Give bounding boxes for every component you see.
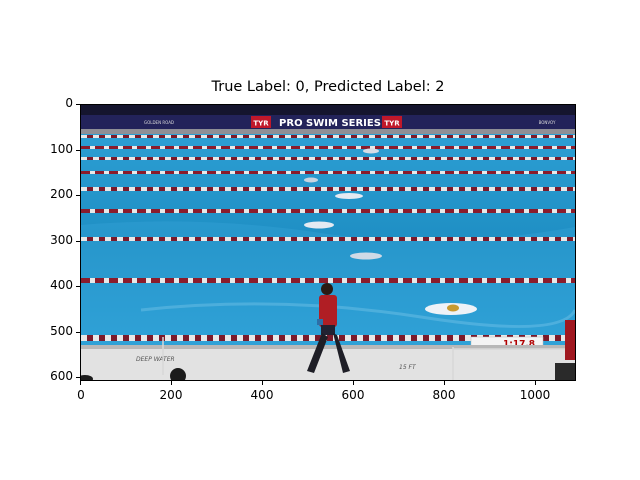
x-tick-label: 0 (77, 388, 85, 402)
figure-title: True Label: 0, Predicted Label: 2 (211, 79, 445, 95)
person-edge-right (565, 320, 575, 360)
y-tick-mark-200 (76, 195, 80, 196)
swimmer-cap (447, 304, 459, 312)
lane-rope-4 (81, 171, 575, 174)
official-figure (307, 283, 350, 373)
y-tick-label: 100 (50, 142, 73, 156)
tyr-logo-right (382, 116, 402, 128)
lane-rope-7 (81, 237, 575, 241)
spectator-head (170, 368, 186, 380)
lane-rope-1 (81, 135, 575, 138)
water-ripple (140, 302, 575, 328)
x-tick-mark-0 (80, 381, 81, 385)
lane-rope-3 (81, 157, 575, 160)
x-tick-label: 1000 (519, 388, 551, 402)
y-tick-mark-400 (76, 286, 80, 287)
swimmer-lane-4 (304, 221, 334, 229)
swimmer-lane-2 (304, 177, 318, 183)
pool-edge (81, 345, 575, 349)
y-tick-label: 0 (65, 96, 73, 110)
lane-rope-9 (81, 335, 575, 341)
sponsor-left: GOLDEN ROAD (144, 120, 174, 125)
x-tick-label: 400 (250, 388, 274, 402)
y-tick-mark-100 (76, 150, 80, 151)
x-tick-label: 800 (432, 388, 456, 402)
x-tick-label: 200 (159, 388, 183, 402)
x-tick-mark-600 (353, 381, 354, 385)
swimmer-lane-1 (363, 148, 379, 154)
y-tick-mark-500 (76, 332, 80, 333)
deck-marking-right: 15 FT (399, 364, 417, 371)
sponsor-right: BONVOY (539, 120, 556, 125)
y-tick-label: 300 (50, 233, 73, 247)
race-clock: 1:17.8 (503, 340, 535, 350)
pool-wall (81, 129, 575, 134)
person-legs-right (555, 363, 575, 380)
tyr-brand-left: TYR (253, 120, 269, 128)
swimmer-lane-3 (335, 193, 363, 199)
x-tick-mark-200 (171, 381, 172, 385)
x-tick-mark-400 (262, 381, 263, 385)
y-tick-label: 400 (50, 278, 73, 292)
lane-rope-2 (81, 146, 575, 149)
y-tick-mark-0 (76, 104, 80, 105)
x-tick-label: 600 (341, 388, 365, 402)
banner-text: PRO SWIM SERIES (279, 118, 381, 129)
y-tick-label: 600 (50, 369, 73, 383)
tyr-logo-left (251, 116, 271, 128)
sponsor-banner (81, 115, 575, 129)
tyr-brand-right: TYR (384, 120, 400, 128)
y-tick-mark-300 (76, 241, 80, 242)
x-tick-mark-800 (444, 381, 445, 385)
lane-rope-8 (81, 278, 575, 283)
lane-rope-5 (81, 187, 575, 191)
lane-rope-6 (81, 209, 575, 213)
spectator-corner (81, 375, 93, 380)
pool-image: TYR PRO SWIM SERIES TYR GOLDEN ROAD BONV… (81, 105, 575, 380)
y-tick-label: 500 (50, 324, 73, 338)
swimmer-lane-5 (350, 252, 382, 260)
y-tick-mark-600 (76, 377, 80, 378)
x-tick-mark-1000 (535, 381, 536, 385)
image-axes: TYR PRO SWIM SERIES TYR GOLDEN ROAD BONV… (80, 104, 576, 381)
y-tick-label: 200 (50, 187, 73, 201)
deck-marking-left: DEEP WATER (136, 356, 175, 363)
